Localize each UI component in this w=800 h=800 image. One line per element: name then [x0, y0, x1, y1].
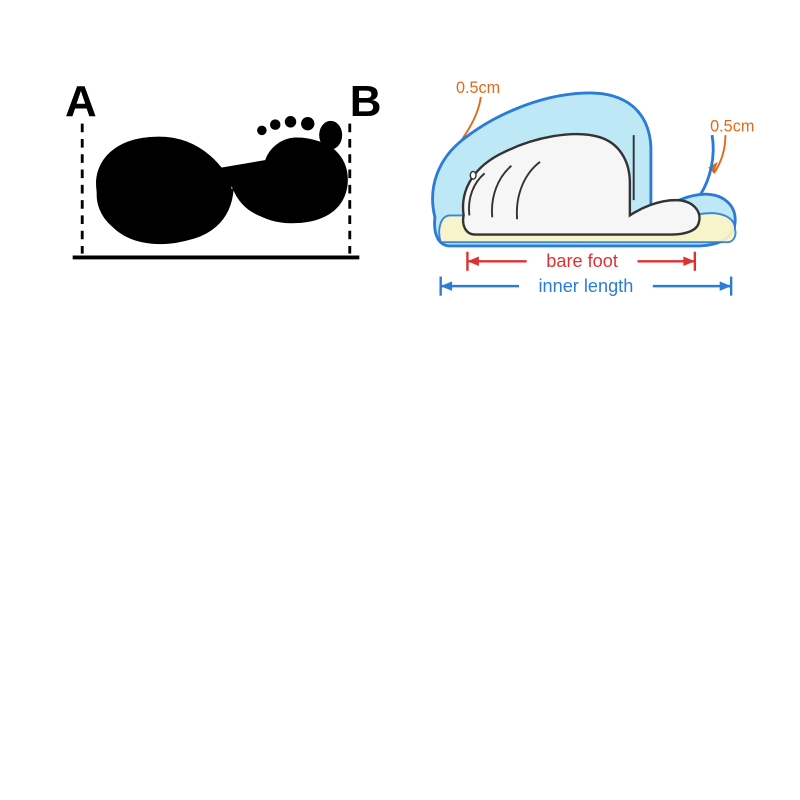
diagram-panel-a: A B	[44, 74, 388, 359]
footprint-fill	[96, 137, 348, 244]
footprint-diagram: A B	[44, 74, 388, 279]
panel-a-caption	[44, 275, 388, 281]
toe-5	[257, 126, 267, 136]
panel-b-caption	[412, 328, 756, 358]
letter-b: B	[350, 77, 382, 126]
toe-2	[301, 117, 314, 130]
annot-right: 0.5cm	[710, 117, 754, 135]
barefoot-label: bare foot	[546, 251, 618, 271]
toe-3	[285, 116, 296, 127]
toe-1	[319, 121, 342, 150]
diagram-panel-b: 0.5cm 0.5cm	[412, 74, 756, 359]
annot-left: 0.5cm	[456, 79, 500, 97]
innerlength-label: inner length	[539, 276, 634, 296]
toe-4	[270, 119, 281, 130]
shoe-fit-diagram: 0.5cm 0.5cm	[412, 74, 756, 322]
letter-a: A	[65, 77, 97, 126]
tips-block	[20, 42, 780, 46]
